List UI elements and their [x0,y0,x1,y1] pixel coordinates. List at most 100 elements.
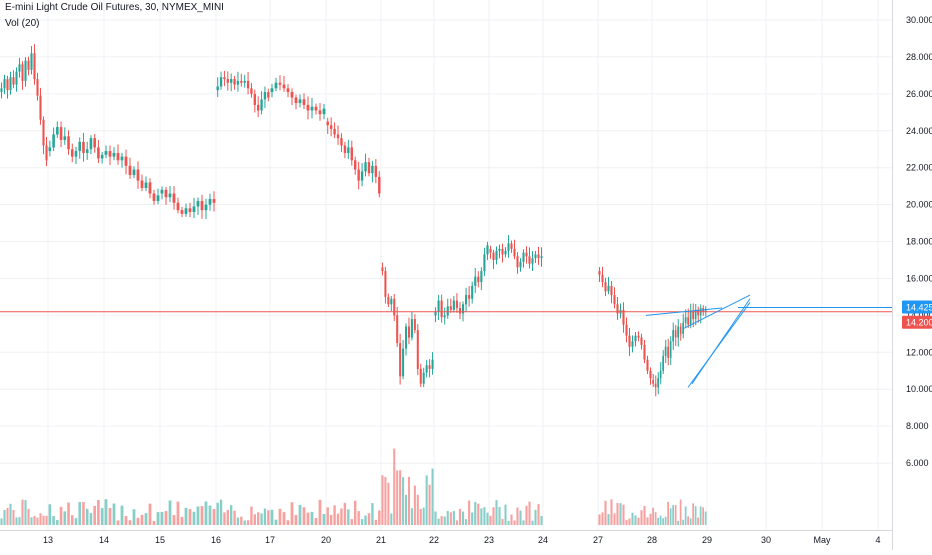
candle-body [431,359,434,369]
candle-body [260,99,263,111]
candle-body [455,300,458,308]
candle-body [477,276,480,283]
candle-body [267,92,270,98]
candle-body [625,324,628,336]
volume-indicator-label[interactable]: Vol (20) [5,18,40,29]
candle-body [437,300,440,312]
volume-bar [347,509,350,525]
volume-bar [625,520,628,525]
candle-body [628,335,631,347]
candle-body [649,370,652,379]
y-tick-label: 16.000 [906,273,932,283]
volume-bar [471,512,474,525]
volume-bar [637,517,640,525]
candle-body [364,162,367,172]
candle-body [652,380,654,384]
volume-bar [483,507,486,525]
volume-bar [458,508,462,525]
volume-bar [85,508,89,525]
volume-bar [360,519,364,525]
candle-body [492,252,495,260]
trendline[interactable] [683,294,751,329]
candle-body [116,152,120,161]
candle-body [634,335,637,342]
candle-body [15,71,18,85]
volume-bar [431,468,434,525]
candle-body [257,104,260,111]
candle-body [160,189,164,194]
volume-bar [160,511,164,525]
volume-bar [528,501,531,525]
candle-body [540,256,543,259]
candle-body [93,138,96,148]
volume-bar [513,520,516,525]
candle-body [607,285,610,292]
candle-body [407,326,411,338]
candle-body [168,193,172,198]
candle-body [367,162,371,174]
candle-body [33,53,36,80]
volume-bar [298,504,302,525]
candle-body [12,77,15,85]
volume-bar [443,516,446,525]
candle-body [140,180,144,188]
price-badge [902,300,932,314]
candle-body [637,335,640,338]
candle-body [270,88,274,92]
volume-bar [659,515,662,525]
candle-body [598,271,601,275]
volume-bar [616,503,619,525]
candle-body [192,206,196,212]
candle-body [246,80,250,89]
volume-bar [33,515,36,525]
volume-bar [474,501,477,525]
x-tick-label: 24 [538,535,548,545]
volume-bar [27,508,30,525]
candle-body [196,200,200,207]
candle-body [537,254,540,259]
volume-bar [204,501,208,525]
candle-body [697,309,699,316]
volume-bar [598,514,601,525]
volume-bar [371,503,374,525]
trendline[interactable] [691,298,751,384]
volume-bar [156,512,160,525]
candle-body [428,365,431,369]
volume-bar [465,519,468,525]
candle-body [513,248,516,257]
candle-body [250,88,253,94]
candle-body [440,300,443,318]
candle-body [188,208,192,212]
y-tick-label: 14.000 [906,310,932,320]
volume-bar [672,505,674,525]
volume-bar [699,506,702,525]
volume-bar [120,505,124,525]
candle-body [204,204,208,211]
volume-bar [74,518,78,525]
volume-bar [387,482,390,525]
candle-body [381,267,384,272]
volume-bar [434,511,437,525]
candle-body [112,152,116,157]
candle-body [507,243,510,251]
candle-body [677,326,679,338]
candle-body [393,298,396,316]
candle-body [371,165,374,174]
volume-bar [176,501,180,525]
volume-bar [219,499,223,525]
candle-body [230,79,233,83]
volume-bar [104,499,108,525]
candle-body [30,53,33,70]
volume-bar [48,504,52,525]
volume-bar [428,484,431,525]
volume-bar [367,513,371,525]
candle-body [326,121,329,126]
volume-bar [657,517,659,525]
candle-body [510,243,513,249]
volume-bar [534,509,537,525]
trendline[interactable] [645,307,723,316]
candle-body [646,359,649,371]
candle-body [495,250,498,260]
